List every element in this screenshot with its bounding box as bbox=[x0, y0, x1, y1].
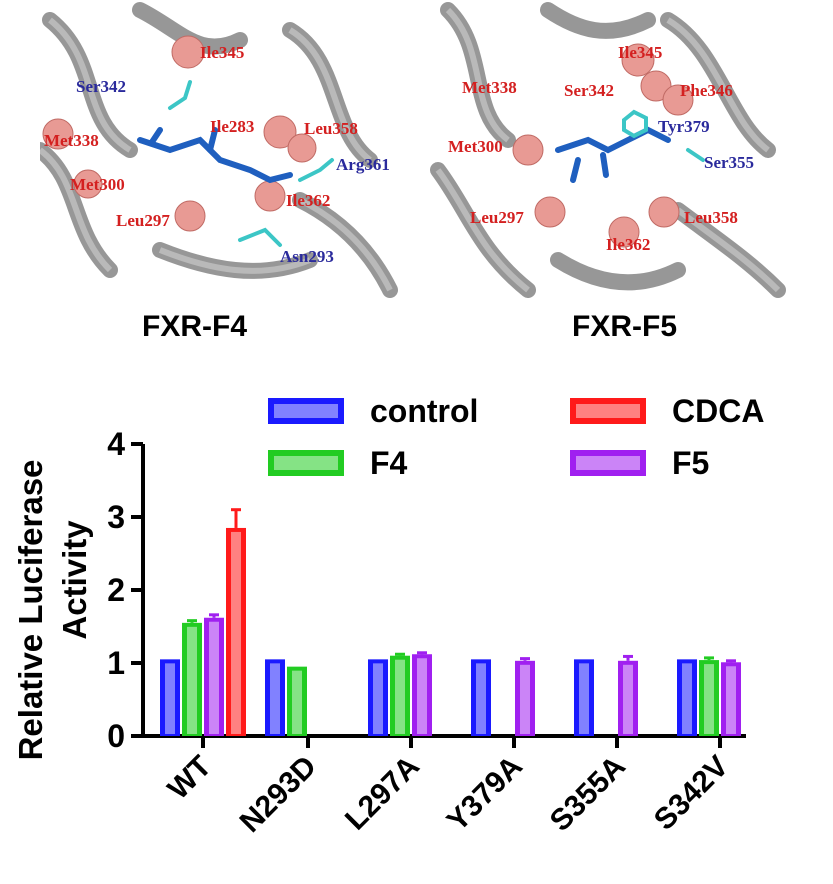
f5-residue-6: Ser355 bbox=[704, 153, 754, 172]
bar-highlight-F5-S342V bbox=[726, 666, 736, 734]
structure-f4-image: Ile345 Ser342 Ile283 Leu358 Met338 Arg36… bbox=[32, 0, 400, 298]
legend-label-CDCA: CDCA bbox=[672, 393, 764, 429]
structure-panel-f4: Ile345 Ser342 Ile283 Leu358 Met338 Arg36… bbox=[32, 0, 400, 298]
legend-label-control: control bbox=[370, 393, 478, 429]
f5-residue-7: Leu297 bbox=[470, 208, 524, 227]
legend-swatch-highlight-F5 bbox=[576, 456, 640, 470]
x-tick-label-WT: WT bbox=[162, 750, 218, 806]
bar-highlight-F4-N293D bbox=[292, 670, 302, 734]
bar-highlight-F5-Y379A bbox=[520, 664, 530, 734]
f5-residue-8: Leu358 bbox=[684, 208, 738, 227]
x-tick-label-N293D: N293D bbox=[234, 750, 323, 839]
y-axis-label-line1: Relative Luciferase bbox=[12, 460, 49, 761]
f4-residue-6: Met300 bbox=[70, 175, 125, 194]
f4-residue-1: Ser342 bbox=[76, 77, 126, 96]
f5-residue-0: Ile345 bbox=[618, 43, 662, 62]
x-tick-label-S342V: S342V bbox=[648, 750, 735, 837]
bar-highlight-F5-WT bbox=[209, 621, 219, 734]
f4-residue-2: Ile283 bbox=[210, 117, 254, 136]
legend-swatch-highlight-F4 bbox=[274, 456, 338, 470]
legend-label-F4: F4 bbox=[370, 445, 408, 481]
x-tick-label-Y379A: Y379A bbox=[441, 750, 529, 838]
y-tick-label: 3 bbox=[107, 499, 125, 535]
bar-highlight-control-N293D bbox=[270, 663, 280, 734]
bar-highlight-control-L297A bbox=[373, 663, 383, 734]
f4-residue-5: Arg361 bbox=[336, 155, 390, 174]
bar-highlight-control-S355A bbox=[579, 663, 589, 734]
f4-residue-9: Asn293 bbox=[280, 247, 334, 266]
bar-highlight-control-S342V bbox=[682, 663, 692, 734]
structure-f5-image: Ile345 Met338 Ser342 Phe346 Tyr379 Met30… bbox=[428, 0, 788, 298]
x-tick-label-L297A: L297A bbox=[339, 750, 426, 837]
f5-residue-3: Phe346 bbox=[680, 81, 733, 100]
f5-residue-9: Ile362 bbox=[606, 235, 650, 254]
f4-residue-7: Ile362 bbox=[286, 191, 330, 210]
f5-residue-2: Ser342 bbox=[564, 81, 614, 100]
bar-highlight-F5-S355A bbox=[623, 664, 633, 734]
f4-residue-0: Ile345 bbox=[200, 43, 244, 62]
y-axis-label-line2: Activity bbox=[56, 520, 93, 640]
y-tick-label: 0 bbox=[107, 718, 125, 754]
bar-highlight-control-Y379A bbox=[476, 663, 486, 734]
f5-residue-5: Met300 bbox=[448, 137, 503, 156]
y-tick-label: 1 bbox=[107, 645, 125, 681]
y-tick-label: 4 bbox=[107, 426, 125, 462]
y-tick-label: 2 bbox=[107, 572, 125, 608]
legend-swatch-highlight-CDCA bbox=[576, 404, 640, 418]
f4-residue-3: Leu358 bbox=[304, 119, 358, 138]
structure-f4-label: FXR-F4 bbox=[142, 310, 247, 343]
structure-f5-label: FXR-F5 bbox=[572, 310, 677, 343]
legend-swatch-highlight-control bbox=[274, 404, 338, 418]
f4-residue-4: Met338 bbox=[44, 131, 99, 150]
x-tick-label-S355A: S355A bbox=[544, 750, 632, 838]
bar-highlight-F4-S342V bbox=[704, 664, 714, 734]
bar-chart: 0 1 2 3 4 Relative Luciferase Activity WT N293D L… bbox=[12, 393, 764, 839]
legend-label-F5: F5 bbox=[672, 445, 709, 481]
bar-highlight-F4-L297A bbox=[395, 659, 405, 734]
bar-highlight-F5-L297A bbox=[417, 658, 427, 734]
f4-residue-8: Leu297 bbox=[116, 211, 170, 230]
f5-residue-1: Met338 bbox=[462, 78, 517, 97]
structure-panel-f5: Ile345 Met338 Ser342 Phe346 Tyr379 Met30… bbox=[428, 0, 788, 298]
f5-residue-4: Tyr379 bbox=[658, 117, 710, 136]
bar-highlight-control-WT bbox=[165, 663, 175, 734]
bar-highlight-F4-WT bbox=[187, 626, 197, 734]
bar-highlight-CDCA-WT bbox=[231, 531, 241, 734]
